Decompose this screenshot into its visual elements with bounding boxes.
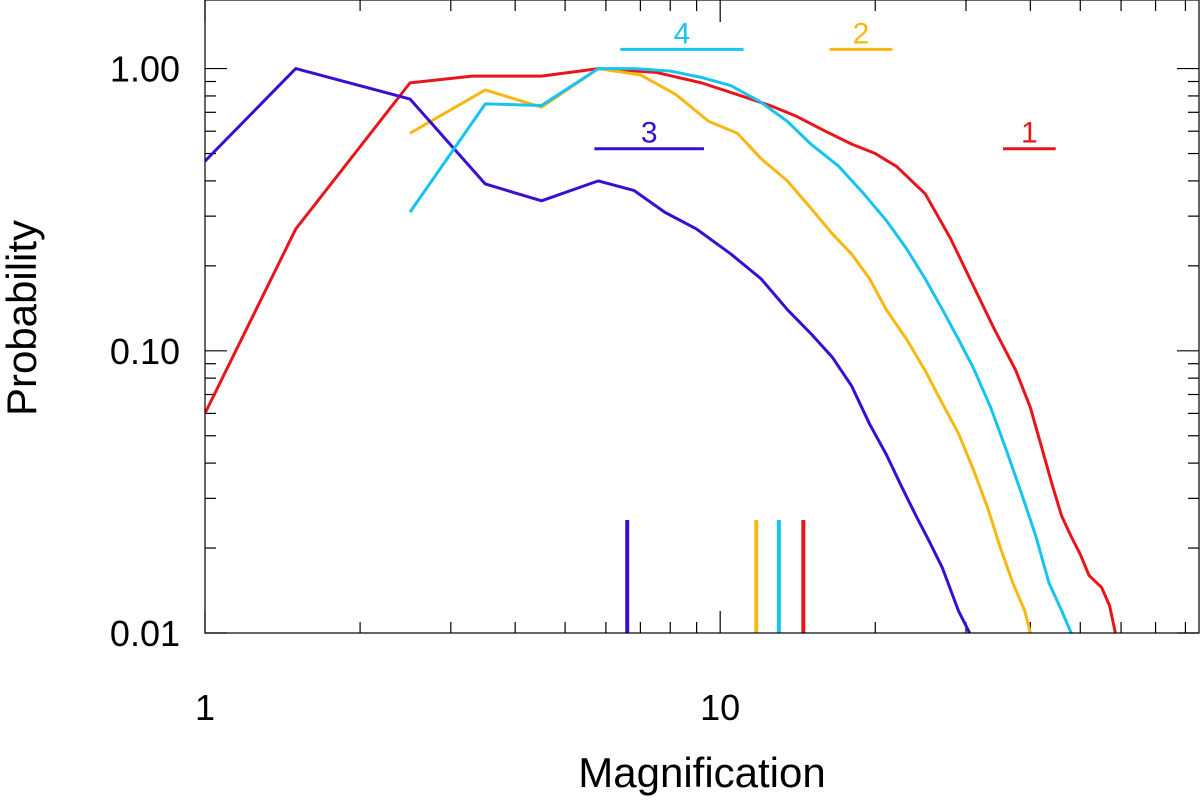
series-tags: 1 2 3 4 xyxy=(594,17,1056,151)
series-lines xyxy=(205,67,1117,633)
series-line-2 xyxy=(409,67,1032,633)
y-tick-label: 0.01 xyxy=(110,613,180,654)
plot-frame xyxy=(204,0,1200,634)
tag-label-1: 1 xyxy=(1021,117,1038,150)
tag-label-4: 4 xyxy=(674,17,691,50)
y-tick-label: 1.00 xyxy=(110,49,180,90)
x-tick-label: 1 xyxy=(195,687,215,728)
x-tick-label: 10 xyxy=(700,687,740,728)
x-axis-title: Magnification xyxy=(578,749,825,796)
tag-label-3: 3 xyxy=(641,117,658,150)
y-tick-label: 0.10 xyxy=(110,331,180,372)
y-axis-title: Probability xyxy=(0,220,45,416)
series-line-4 xyxy=(408,67,1073,633)
series-markers xyxy=(625,520,806,633)
tag-label-2: 2 xyxy=(853,17,870,50)
tick-labels: 1 10 0.01 0.10 1.00 xyxy=(110,49,740,728)
series-line-3 xyxy=(205,67,972,633)
series-line-1 xyxy=(205,67,1117,633)
